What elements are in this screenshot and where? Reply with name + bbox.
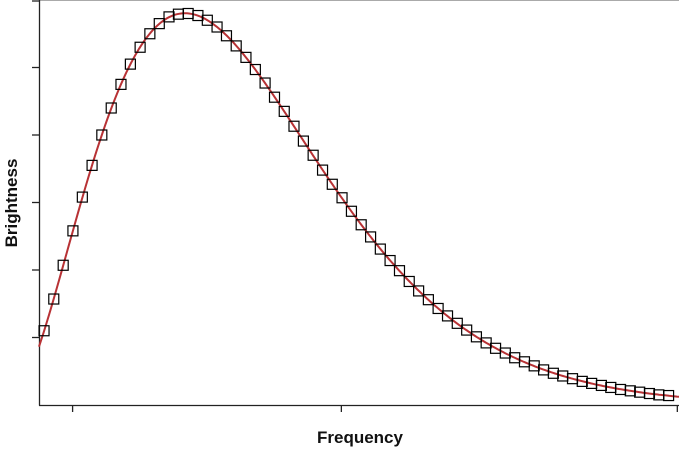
data-point (441, 310, 454, 322)
data-point (316, 164, 329, 176)
data-point (201, 14, 213, 26)
data-point (86, 159, 98, 171)
data-point (384, 254, 396, 267)
data-point (268, 91, 281, 103)
data-point (134, 41, 146, 53)
data-point (48, 293, 60, 305)
data-point (470, 331, 483, 343)
data-point (278, 105, 290, 117)
data-point (144, 28, 156, 40)
x-axis-label: Frequency (317, 428, 404, 447)
data-point (240, 51, 252, 63)
data-point (288, 120, 300, 132)
y-axis-label: Brightness (2, 159, 21, 248)
data-point (76, 191, 88, 203)
data-point (211, 21, 223, 33)
data-point (422, 294, 434, 306)
data-point (153, 18, 165, 30)
data-point (38, 325, 50, 337)
data-point (115, 78, 127, 90)
data-point (413, 285, 425, 297)
data-point (124, 58, 136, 70)
data-point (67, 225, 79, 237)
data-point (259, 77, 271, 89)
data-point (451, 317, 463, 329)
data-point (57, 259, 69, 271)
data-point (345, 205, 358, 217)
data-point (432, 302, 444, 315)
data-point (297, 135, 309, 147)
data-point (374, 243, 386, 255)
data-point (249, 63, 261, 76)
data-point (230, 40, 242, 52)
data-point (393, 265, 406, 277)
data-point (403, 275, 415, 288)
data-point (336, 192, 348, 204)
data-point (307, 149, 319, 161)
data-point (105, 102, 117, 114)
data-point (662, 389, 675, 402)
data-point (364, 231, 377, 243)
data-point (220, 30, 233, 42)
data-point (461, 324, 473, 336)
fit-curve (38, 12, 679, 398)
data-point (326, 178, 338, 190)
data-point (355, 219, 367, 231)
data-point (96, 129, 108, 141)
